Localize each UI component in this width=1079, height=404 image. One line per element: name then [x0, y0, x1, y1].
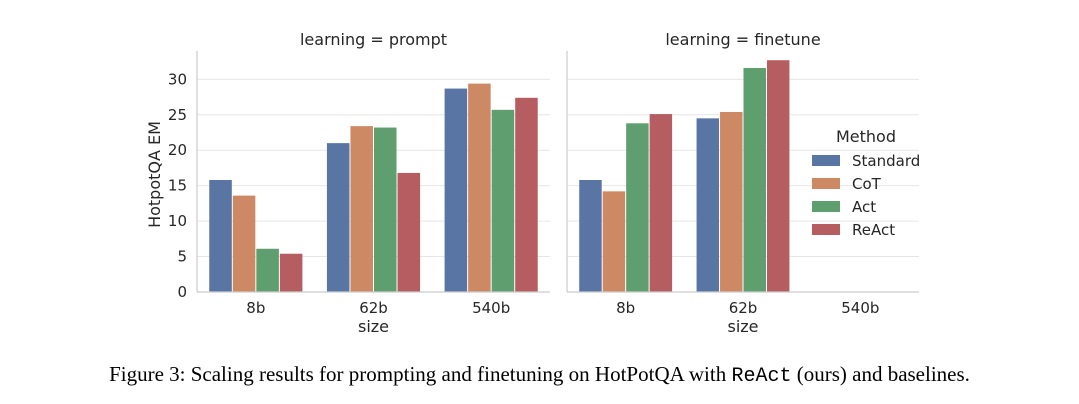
caption-suffix: (ours) and baselines. [791, 362, 970, 386]
bar-62b-standard-panel1 [326, 143, 350, 292]
legend-swatch-react [812, 224, 840, 235]
bar-8b-standard-panel2 [579, 180, 602, 292]
caption-prefix: Figure 3: Scaling results for prompting … [109, 362, 732, 386]
bar-62b-react-panel2 [766, 60, 790, 292]
y-axis-label: HotpotQA EM [145, 121, 164, 228]
y-tick-label: 0 [177, 283, 187, 301]
bar-8b-act-panel2 [626, 123, 649, 292]
y-tick-label: 15 [168, 177, 187, 195]
bar-8b-react-panel1 [279, 253, 303, 292]
scaling-chart: 8b 62b 540b size learning = prompt 0 5 10 15 20 25… [145, 30, 920, 336]
legend-title: Method [836, 127, 896, 146]
bar-8b-cot-panel2 [602, 191, 626, 292]
y-tick-label: 5 [177, 248, 187, 266]
y-tick-label: 30 [168, 70, 187, 88]
legend-label-cot: CoT [852, 175, 882, 193]
x-tick-label: 8b [246, 299, 265, 317]
bar-540b-react-panel1 [515, 97, 538, 293]
x-tick-label: 62b [729, 299, 758, 317]
bar-62b-cot-panel1 [350, 126, 373, 293]
bar-62b-act-panel1 [374, 127, 397, 292]
panel-title: learning = prompt [300, 30, 447, 49]
x-axis-label: size [727, 317, 758, 336]
x-tick-label: 540b [841, 299, 879, 317]
bar-8b-react-panel2 [649, 114, 673, 292]
legend-label-act: Act [852, 198, 876, 216]
bar-62b-standard-panel2 [696, 118, 720, 293]
bar-8b-cot-panel1 [232, 195, 256, 292]
y-tick-label: 10 [168, 212, 187, 230]
y-tick-label: 20 [168, 141, 187, 159]
bar-540b-act-panel1 [491, 109, 515, 292]
legend-swatch-standard [812, 155, 840, 166]
legend-label-react: ReAct [852, 221, 895, 239]
bar-8b-act-panel1 [256, 248, 279, 292]
x-tick-label: 8b [616, 299, 635, 317]
x-tick-label: 62b [359, 299, 388, 317]
legend-label-standard: Standard [852, 152, 920, 170]
legend-swatch-act [812, 201, 840, 212]
bar-540b-standard-panel1 [444, 88, 468, 292]
figure-caption: Figure 3: Scaling results for prompting … [0, 362, 1079, 388]
bar-62b-act-panel2 [743, 68, 766, 292]
bar-62b-cot-panel2 [720, 111, 743, 292]
y-tick-label: 25 [168, 106, 187, 124]
bar-8b-standard-panel1 [209, 180, 232, 292]
x-tick-label: 540b [472, 299, 510, 317]
legend-swatch-cot [812, 178, 840, 189]
bar-540b-cot-panel1 [468, 83, 491, 292]
bar-62b-react-panel1 [397, 172, 421, 292]
x-axis-label: size [358, 317, 389, 336]
caption-method: ReAct [731, 365, 792, 388]
panel-title: learning = finetune [665, 30, 820, 49]
